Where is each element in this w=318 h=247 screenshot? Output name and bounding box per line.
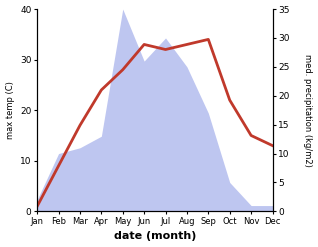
Y-axis label: med. precipitation (kg/m2): med. precipitation (kg/m2) xyxy=(303,54,313,167)
Y-axis label: max temp (C): max temp (C) xyxy=(5,81,15,139)
X-axis label: date (month): date (month) xyxy=(114,231,196,242)
